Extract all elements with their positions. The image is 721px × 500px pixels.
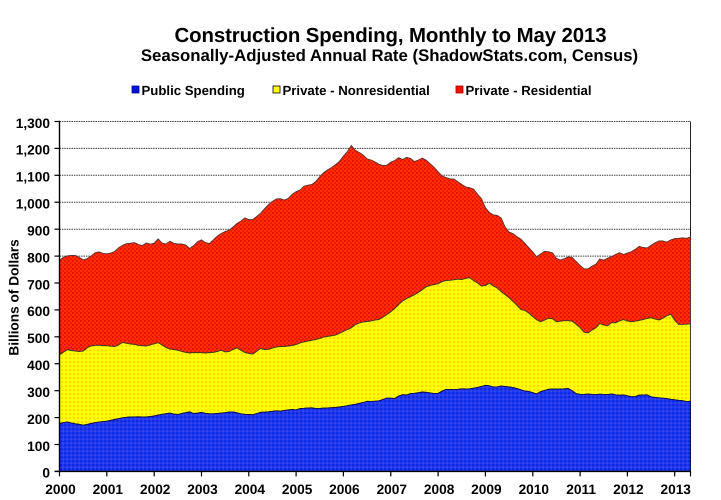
svg-text:2012: 2012 [613,482,644,497]
svg-text:2004: 2004 [235,482,266,497]
svg-text:200: 200 [27,412,50,427]
svg-text:800: 800 [27,250,50,265]
svg-text:1,300: 1,300 [16,116,51,131]
svg-text:2001: 2001 [93,482,124,497]
svg-text:2011: 2011 [566,482,596,497]
svg-text:2005: 2005 [282,482,313,497]
svg-text:100: 100 [27,439,50,454]
svg-text:600: 600 [27,304,50,319]
svg-text:1,100: 1,100 [16,170,51,185]
svg-text:900: 900 [27,224,50,239]
svg-text:2010: 2010 [519,482,550,497]
svg-text:1,200: 1,200 [16,143,51,158]
svg-text:2000: 2000 [45,482,76,497]
svg-text:300: 300 [27,385,50,400]
svg-text:Private - Residential: Private - Residential [466,83,592,98]
svg-text:2003: 2003 [187,482,218,497]
svg-text:Billions of Dollars: Billions of Dollars [7,239,22,356]
svg-text:Seasonally-Adjusted Annual Rat: Seasonally-Adjusted Annual Rate (ShadowS… [141,46,638,65]
svg-text:2006: 2006 [329,482,360,497]
svg-text:1,000: 1,000 [16,197,51,212]
svg-text:500: 500 [27,331,50,346]
svg-text:0: 0 [42,466,50,481]
svg-text:2009: 2009 [471,482,502,497]
svg-text:400: 400 [27,358,50,373]
svg-text:Construction Spending, Monthly: Construction Spending, Monthly to May 20… [175,25,607,47]
svg-text:Private - Nonresidential: Private - Nonresidential [283,83,430,98]
svg-text:2008: 2008 [424,482,455,497]
svg-text:2002: 2002 [140,482,171,497]
svg-text:Public Spending: Public Spending [142,83,245,98]
svg-text:700: 700 [27,277,50,292]
svg-text:2007: 2007 [377,482,408,497]
svg-text:2013: 2013 [660,482,691,497]
